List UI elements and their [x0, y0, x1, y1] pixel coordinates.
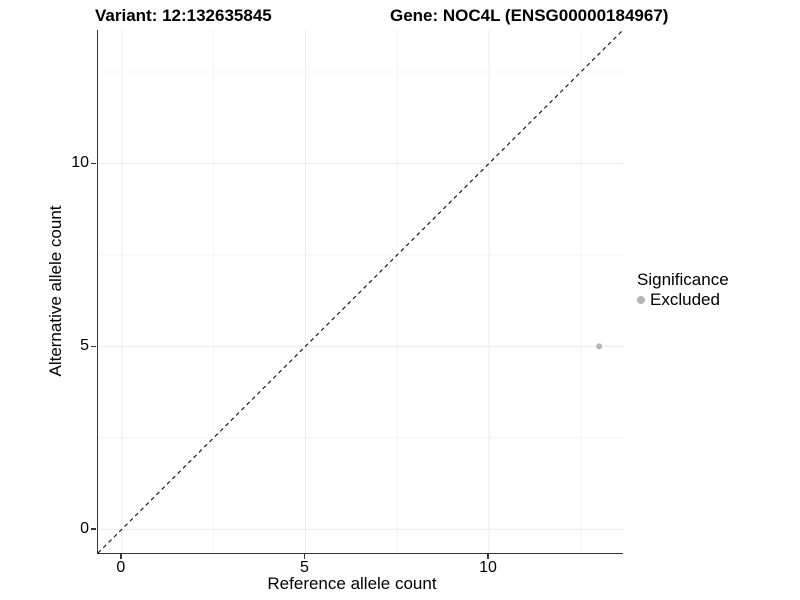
legend-item-label: Excluded: [650, 290, 720, 309]
legend-item-excluded: Excluded: [637, 291, 729, 309]
gene-title: Gene: NOC4L (ENSG00000184967): [390, 6, 669, 25]
y-axis-title: Alternative allele count: [46, 205, 65, 377]
y-tick-mark: [91, 345, 96, 348]
y-tick-label: 5: [80, 337, 89, 355]
y-tick-label: 0: [80, 520, 89, 538]
x-tick-label: 0: [116, 559, 126, 576]
x-tick-mark: [120, 554, 122, 559]
x-tick-label: 10: [479, 559, 497, 576]
x-tick-mark: [303, 554, 306, 559]
identity-dashed-line: [98, 30, 623, 553]
legend-title: Significance: [637, 270, 729, 289]
chart-panel: [97, 30, 623, 554]
excluded-point-icon: [637, 296, 645, 304]
y-tick-mark: [91, 528, 96, 530]
y-tick-mark: [91, 162, 96, 165]
legend: Significance Excluded: [637, 270, 729, 309]
data-point: [596, 343, 603, 350]
variant-title: Variant: 12:132635845: [95, 6, 272, 25]
chart-canvas: [98, 30, 623, 553]
x-tick-label: 5: [299, 559, 309, 576]
x-tick-mark: [487, 554, 489, 559]
x-axis-title: Reference allele count: [267, 574, 437, 593]
y-tick-label: 10: [71, 154, 89, 172]
